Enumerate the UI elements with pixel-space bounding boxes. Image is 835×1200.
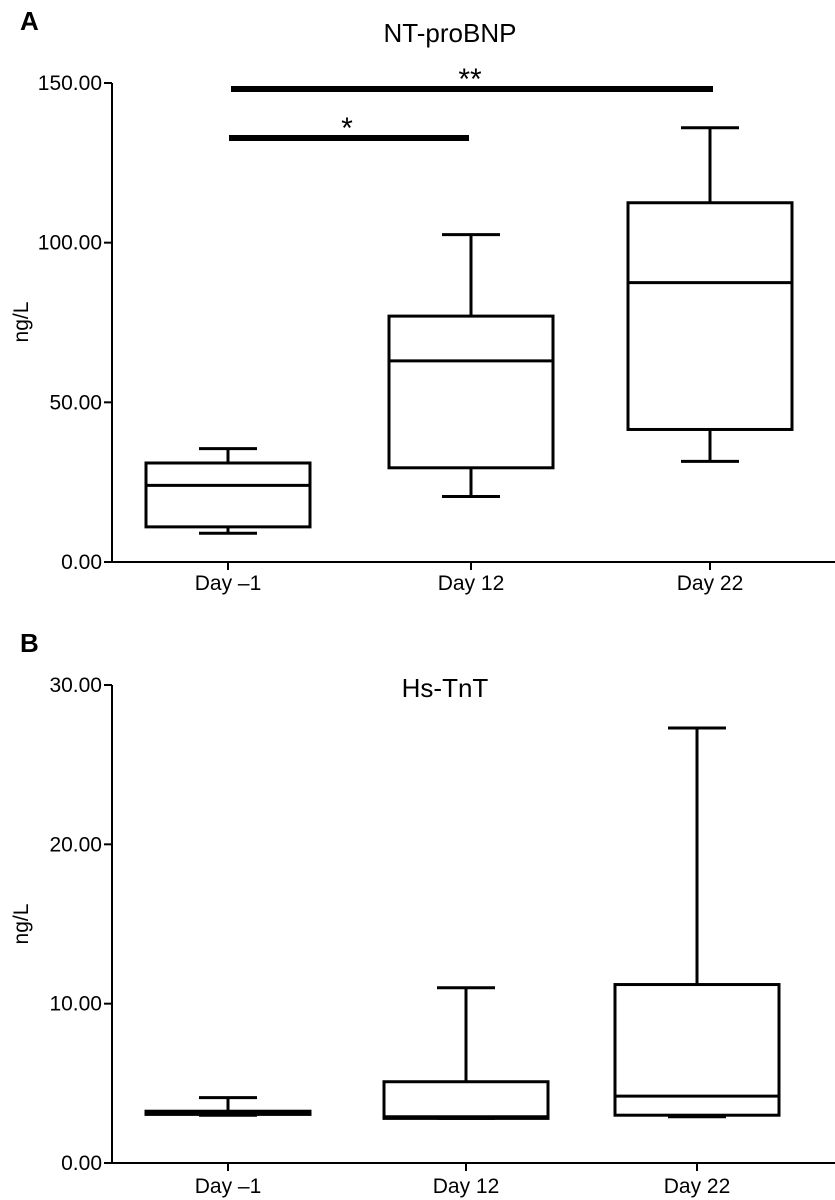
panel-a-letter: A: [20, 6, 39, 36]
panel-b-y-tick-label: 20.00: [49, 833, 102, 856]
panel-b-y-tick-label: 10.00: [49, 993, 102, 1016]
panel-a-y-label: ng/L: [10, 302, 33, 343]
panel-a-category-label: Day –1: [195, 572, 262, 595]
panel-a-y-tick-label: 150.00: [38, 72, 102, 95]
panel-a-title: NT-proBNP: [384, 18, 517, 48]
panel-a-y-tick-label: 0.00: [61, 551, 102, 574]
panel-a-y-tick-label: 50.00: [49, 391, 102, 414]
panel-b-category-label: Day 12: [433, 1175, 500, 1198]
panel-b-letter: B: [20, 628, 39, 658]
panel-a-box: [626, 201, 794, 431]
panel-a-box: [387, 314, 555, 470]
panel-b-y-label: ng/L: [10, 904, 33, 945]
panel-a-significance-label: *: [341, 112, 353, 145]
panel-a-significance-label: **: [458, 63, 482, 96]
panel-b-y-tick-label: 0.00: [61, 1152, 102, 1175]
panel-b-category-label: Day –1: [195, 1175, 262, 1198]
panel-a-category-label: Day 22: [677, 572, 744, 595]
panel-a-y-tick-label: 100.00: [38, 232, 102, 255]
panel-b-y-tick-label: 30.00: [49, 674, 102, 697]
panel-b-category-label: Day 22: [664, 1175, 731, 1198]
panel-b-title: Hs-TnT: [402, 673, 489, 703]
panel-b-box: [613, 983, 781, 1117]
panel-a-category-label: Day 12: [438, 572, 505, 595]
panel-b-box: [382, 1080, 550, 1120]
panel-a-box: [144, 461, 312, 529]
